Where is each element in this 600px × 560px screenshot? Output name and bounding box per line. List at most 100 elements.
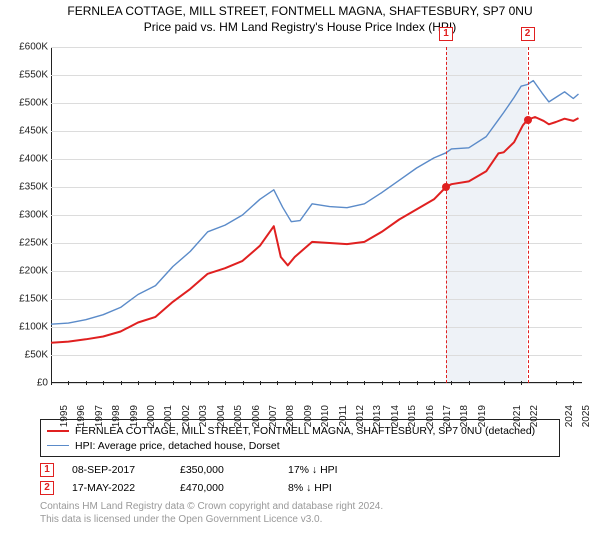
x-axis-label: 2000 bbox=[146, 405, 158, 427]
x-axis-label: 1997 bbox=[94, 405, 106, 427]
x-tick bbox=[399, 381, 400, 385]
x-tick bbox=[68, 381, 69, 385]
x-tick bbox=[173, 381, 174, 385]
y-axis-label: £300K bbox=[6, 210, 48, 221]
plot-area: 12 bbox=[51, 47, 582, 383]
x-tick bbox=[155, 381, 156, 385]
x-tick bbox=[103, 381, 104, 385]
sale-marker-badge: 1 bbox=[439, 27, 453, 41]
x-tick bbox=[243, 381, 244, 385]
x-tick bbox=[225, 381, 226, 385]
chart-title: FERNLEA COTTAGE, MILL STREET, FONTMELL M… bbox=[0, 0, 600, 37]
x-axis-label: 2007 bbox=[268, 405, 280, 427]
x-axis-label: 2013 bbox=[373, 405, 385, 427]
x-axis-label: 2006 bbox=[251, 405, 263, 427]
x-axis-label: 1995 bbox=[59, 405, 71, 427]
x-tick bbox=[51, 381, 52, 385]
x-axis-label: 2024 bbox=[564, 405, 576, 427]
grid-line bbox=[51, 383, 582, 384]
series-line-hpi bbox=[51, 81, 579, 325]
y-axis-label: £500K bbox=[6, 98, 48, 109]
sale-price: £470,000 bbox=[180, 482, 270, 494]
x-axis-label: 1998 bbox=[111, 405, 123, 427]
series-line-property bbox=[51, 117, 579, 343]
x-axis-label: 2016 bbox=[425, 405, 437, 427]
y-axis-label: £200K bbox=[6, 266, 48, 277]
x-axis-label: 2004 bbox=[216, 405, 228, 427]
footer-line: This data is licensed under the Open Gov… bbox=[40, 514, 560, 527]
x-tick bbox=[330, 381, 331, 385]
x-axis-label: 2002 bbox=[181, 405, 193, 427]
x-tick bbox=[277, 381, 278, 385]
legend-swatch bbox=[47, 445, 69, 447]
x-axis-label: 2009 bbox=[303, 405, 315, 427]
x-tick bbox=[260, 381, 261, 385]
sale-price: £350,000 bbox=[180, 464, 270, 476]
y-axis-label: £450K bbox=[6, 126, 48, 137]
y-axis-label: £100K bbox=[6, 322, 48, 333]
x-tick bbox=[86, 381, 87, 385]
sale-info-table: 1 08-SEP-2017 £350,000 17% ↓ HPI 2 17-MA… bbox=[40, 461, 560, 497]
x-axis-label: 1996 bbox=[77, 405, 89, 427]
sale-info-row: 2 17-MAY-2022 £470,000 8% ↓ HPI bbox=[40, 479, 560, 497]
sale-date: 08-SEP-2017 bbox=[72, 464, 162, 476]
x-tick bbox=[347, 381, 348, 385]
x-tick bbox=[434, 381, 435, 385]
x-axis-label: 2003 bbox=[198, 405, 210, 427]
x-tick bbox=[312, 381, 313, 385]
x-axis-label: 2017 bbox=[442, 405, 454, 427]
x-tick bbox=[364, 381, 365, 385]
legend-label: HPI: Average price, detached house, Dors… bbox=[75, 440, 280, 452]
x-axis-label: 2005 bbox=[233, 405, 245, 427]
title-line-1: FERNLEA COTTAGE, MILL STREET, FONTMELL M… bbox=[8, 4, 592, 20]
sale-info-row: 1 08-SEP-2017 £350,000 17% ↓ HPI bbox=[40, 461, 560, 479]
x-tick bbox=[121, 381, 122, 385]
x-tick bbox=[417, 381, 418, 385]
sale-date: 17-MAY-2022 bbox=[72, 482, 162, 494]
series-svg bbox=[51, 47, 582, 383]
x-axis-label: 2015 bbox=[407, 405, 419, 427]
sale-badge: 1 bbox=[40, 463, 54, 477]
x-axis-label: 2010 bbox=[320, 405, 332, 427]
x-tick bbox=[190, 381, 191, 385]
sale-hpi-diff: 17% ↓ HPI bbox=[288, 464, 378, 476]
y-axis-label: £0 bbox=[6, 378, 48, 389]
y-axis-label: £150K bbox=[6, 294, 48, 305]
x-axis-label: 1999 bbox=[129, 405, 141, 427]
x-tick bbox=[451, 381, 452, 385]
y-axis-label: £350K bbox=[6, 182, 48, 193]
title-line-2: Price paid vs. HM Land Registry's House … bbox=[8, 20, 592, 36]
x-axis-label: 2014 bbox=[390, 405, 402, 427]
y-axis-label: £400K bbox=[6, 154, 48, 165]
x-axis-label: 2022 bbox=[529, 405, 541, 427]
y-axis-label: £600K bbox=[6, 42, 48, 53]
sale-hpi-diff: 8% ↓ HPI bbox=[288, 482, 378, 494]
footer-line: Contains HM Land Registry data © Crown c… bbox=[40, 501, 560, 514]
sale-marker-line bbox=[528, 47, 529, 383]
x-axis-label: 2021 bbox=[512, 405, 524, 427]
sale-marker-dot bbox=[524, 116, 532, 124]
legend-swatch bbox=[47, 430, 69, 432]
x-tick bbox=[521, 381, 522, 385]
x-axis-label: 2018 bbox=[460, 405, 472, 427]
x-tick bbox=[556, 381, 557, 385]
x-tick bbox=[573, 381, 574, 385]
chart-area: 12 £0£50K£100K£150K£200K£250K£300K£350K£… bbox=[6, 37, 586, 417]
y-axis-label: £50K bbox=[6, 350, 48, 361]
x-tick bbox=[208, 381, 209, 385]
footer: Contains HM Land Registry data © Crown c… bbox=[40, 501, 560, 526]
x-axis-label: 2019 bbox=[477, 405, 489, 427]
x-tick bbox=[382, 381, 383, 385]
legend-row: HPI: Average price, detached house, Dors… bbox=[47, 438, 553, 453]
x-tick bbox=[295, 381, 296, 385]
sale-marker-line bbox=[446, 47, 447, 383]
x-axis-label: 2011 bbox=[337, 405, 349, 427]
x-axis-label: 2001 bbox=[164, 405, 176, 427]
y-axis-label: £550K bbox=[6, 70, 48, 81]
x-axis-label: 2008 bbox=[285, 405, 297, 427]
x-tick bbox=[504, 381, 505, 385]
x-axis-label: 2025 bbox=[581, 405, 593, 427]
sale-marker-dot bbox=[442, 183, 450, 191]
x-tick bbox=[469, 381, 470, 385]
x-tick bbox=[138, 381, 139, 385]
